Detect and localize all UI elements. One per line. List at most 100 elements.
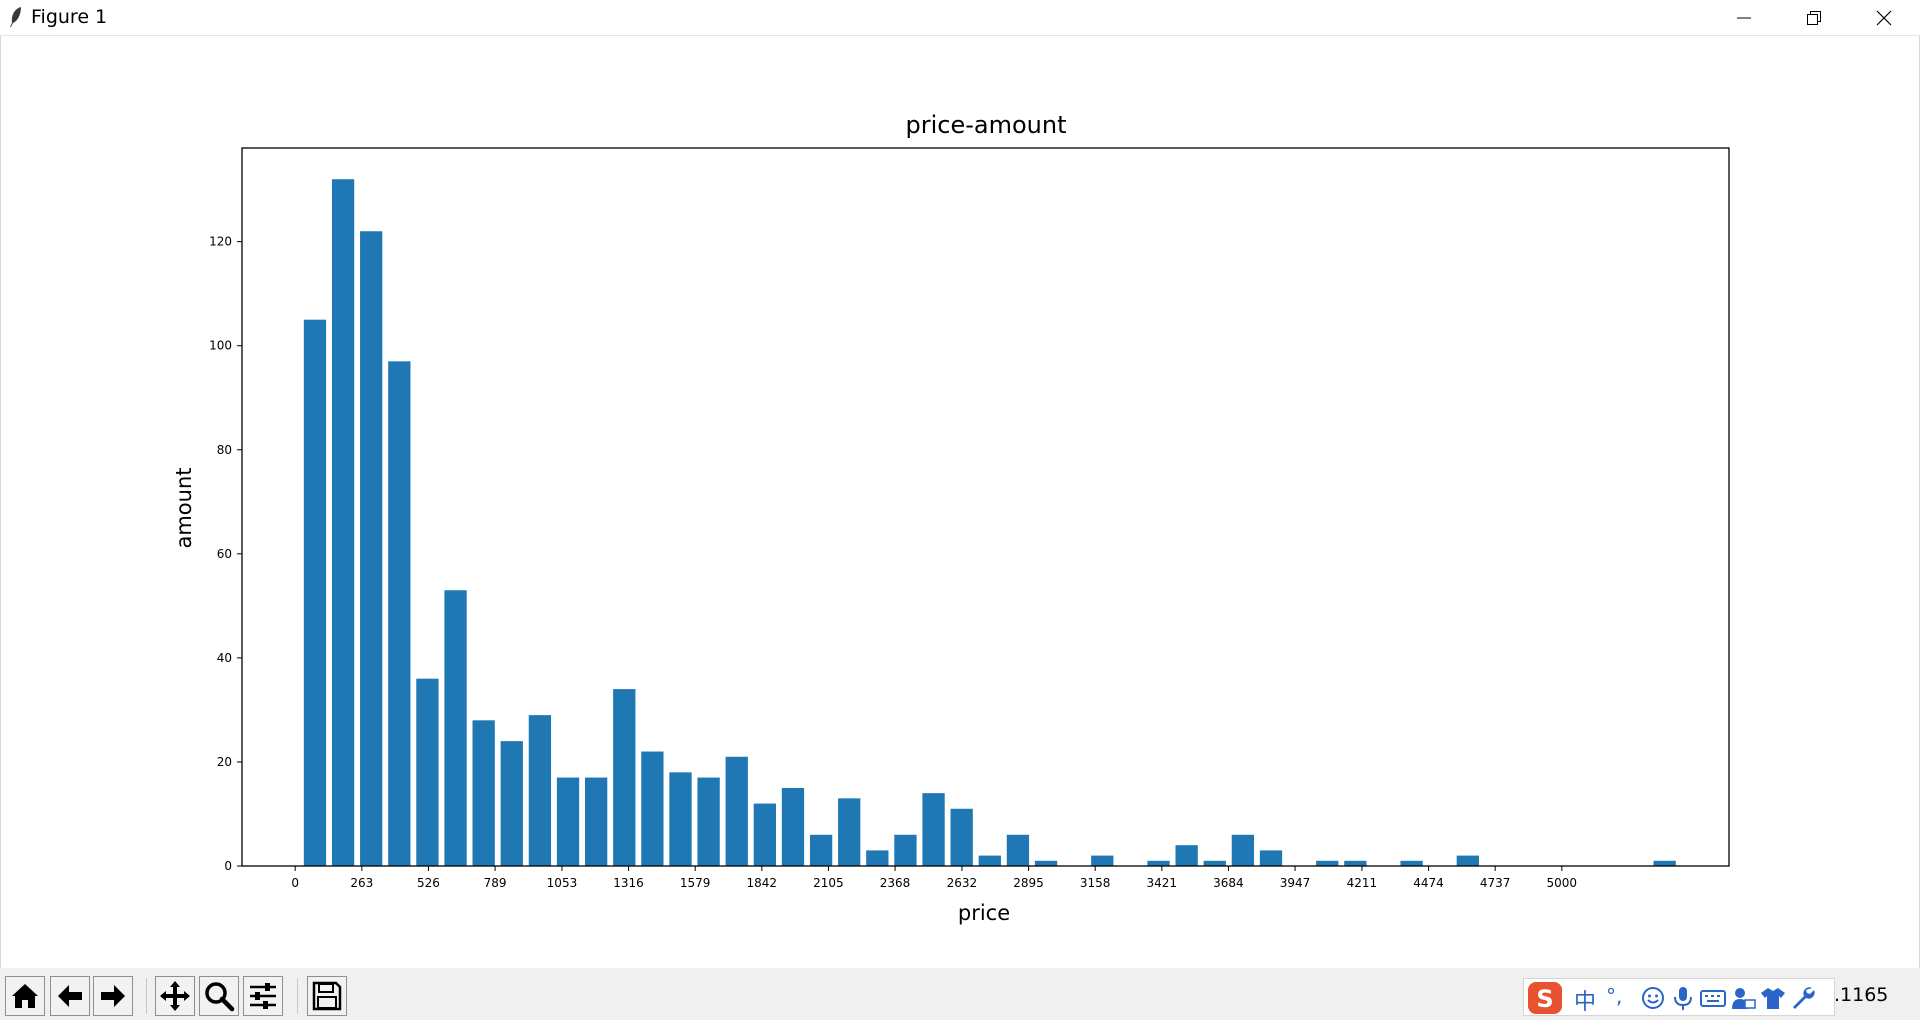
title-bar: Figure 1 — [0, 0, 1920, 36]
bars-group — [303, 179, 1676, 867]
x-tick-label: 3684 — [1213, 876, 1244, 890]
bar — [416, 678, 439, 866]
toolbar-separator — [297, 978, 298, 1014]
bar — [894, 834, 917, 866]
bar — [1344, 860, 1367, 866]
bar — [950, 808, 973, 866]
home-icon — [12, 984, 38, 1008]
bar — [331, 179, 355, 867]
x-tick-label: 2632 — [947, 876, 978, 890]
x-tick-label: 789 — [484, 876, 507, 890]
forward-button[interactable] — [93, 976, 133, 1016]
bar — [1175, 845, 1198, 866]
x-tick-label: 1842 — [747, 876, 778, 890]
x-axis-label: price — [958, 901, 1010, 925]
bar — [922, 793, 945, 866]
y-tick-label: 0 — [224, 859, 232, 873]
back-button[interactable] — [50, 976, 90, 1016]
chart-title: price-amount — [906, 111, 1067, 139]
bar — [978, 855, 1001, 866]
x-tick-label: 1316 — [613, 876, 644, 890]
bar — [838, 798, 861, 866]
bar — [1259, 850, 1283, 866]
x-tick-label: 0 — [291, 876, 299, 890]
zoom-icon — [205, 982, 235, 1012]
bar — [866, 850, 889, 866]
bar — [697, 777, 720, 866]
user-icon[interactable] — [1730, 985, 1756, 1011]
ime-punctuation-label[interactable]: °, — [1606, 984, 1623, 1008]
save-icon — [312, 981, 342, 1011]
y-tick-label: 20 — [217, 755, 232, 769]
home-button[interactable] — [5, 976, 45, 1016]
y-axis: 0 20 40 60 80 100 120 — [209, 235, 242, 873]
skin-shirt-icon[interactable] — [1760, 985, 1786, 1011]
microphone-icon[interactable] — [1670, 985, 1696, 1011]
ime-mode-label[interactable]: 中 — [1574, 990, 1597, 1015]
bar — [1400, 860, 1423, 866]
x-axis: 0 263 526 789 1053 1316 1579 1842 2105 2368 2632 28… — [291, 866, 1577, 890]
x-tick-label: 4474 — [1413, 876, 1444, 890]
bar — [1653, 860, 1676, 866]
wrench-icon[interactable] — [1790, 985, 1816, 1011]
y-tick-label: 40 — [217, 651, 232, 665]
restore-button[interactable] — [1780, 0, 1848, 34]
bar — [725, 756, 748, 866]
minimize-button[interactable] — [1710, 0, 1778, 34]
y-tick-label: 80 — [217, 443, 232, 457]
minimize-icon — [1737, 17, 1751, 19]
emoji-icon[interactable] — [1640, 985, 1666, 1011]
bar — [472, 720, 495, 866]
sogou-logo-icon: S — [1528, 982, 1562, 1014]
pan-button[interactable] — [155, 976, 195, 1016]
keyboard-icon[interactable] — [1700, 985, 1726, 1011]
x-tick-label: 2105 — [813, 876, 844, 890]
save-button[interactable] — [307, 976, 347, 1016]
bar-chart: price-amount price amount 0 20 40 60 80 100 12… — [172, 111, 1730, 925]
x-tick-label: 263 — [350, 876, 373, 890]
bar — [528, 715, 552, 866]
y-tick-label: 120 — [209, 235, 232, 249]
x-tick-label: 2895 — [1013, 876, 1044, 890]
ime-status-bar[interactable]: S 中 °, — [1523, 978, 1835, 1016]
x-tick-label: 3158 — [1080, 876, 1111, 890]
figure-canvas[interactable]: price-amount price amount 0 20 40 60 80 100 12… — [0, 36, 1920, 968]
x-tick-label: 3421 — [1147, 876, 1178, 890]
close-icon — [1876, 10, 1892, 26]
back-icon — [58, 985, 82, 1007]
bar — [444, 590, 467, 866]
bar — [1316, 860, 1339, 866]
bar — [1231, 834, 1255, 866]
feather-icon — [10, 7, 21, 27]
forward-icon — [101, 985, 125, 1007]
bar — [1147, 860, 1170, 866]
bar — [585, 777, 608, 866]
x-tick-label: 3947 — [1280, 876, 1311, 890]
bar — [641, 751, 664, 866]
y-tick-label: 60 — [217, 547, 232, 561]
coordinate-readout: .1165 — [1834, 984, 1889, 1006]
x-tick-label: 4737 — [1480, 876, 1511, 890]
window-title: Figure 1 — [31, 6, 108, 28]
bar — [613, 689, 636, 866]
x-tick-label: 1053 — [547, 876, 578, 890]
x-tick-label: 5000 — [1547, 876, 1578, 890]
bar — [303, 319, 327, 866]
configure-subplots-icon — [250, 983, 276, 1009]
x-tick-label: 1579 — [680, 876, 711, 890]
close-button[interactable] — [1850, 0, 1918, 34]
bar — [781, 787, 805, 866]
toolbar-separator — [146, 978, 147, 1014]
configure-subplots-button[interactable] — [243, 976, 283, 1016]
ime-logo-text: S — [1536, 985, 1553, 1013]
restore-icon — [1807, 11, 1821, 25]
plot-frame — [241, 147, 1730, 867]
bar — [1091, 855, 1114, 866]
bar — [556, 777, 580, 866]
bar — [1006, 834, 1030, 866]
bar — [669, 772, 692, 866]
zoom-button[interactable] — [199, 976, 239, 1016]
bar — [753, 803, 776, 866]
bar — [1203, 860, 1226, 866]
navigation-toolbar: S 中 °, .1165 — [0, 968, 1920, 1020]
